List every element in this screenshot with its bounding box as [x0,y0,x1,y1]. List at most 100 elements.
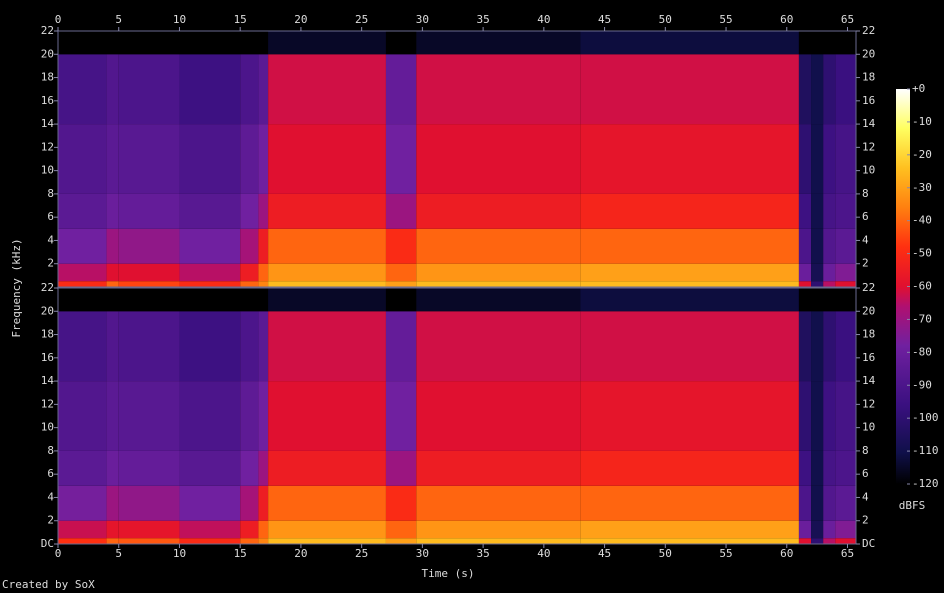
x-tick-label: 10 [173,547,186,560]
spectrogram-cell [240,31,259,55]
colorbar-tick-label: -50 [912,247,932,260]
spectrogram-cell [385,31,417,55]
spectrogram-cell [416,311,581,382]
spectrogram-cell [835,228,856,264]
spectrogram-cell [811,450,824,486]
spectrogram-cell [798,520,812,539]
spectrogram-cell [385,281,417,287]
y-tick-label: 14 [41,374,55,387]
spectrogram-cell [240,124,259,194]
colorbar-tick-label: -110 [912,444,939,457]
spectrogram-cell [835,31,856,55]
spectrogram-cell [416,381,581,451]
spectrogram-cell [240,311,259,382]
spectrogram-cell [798,54,812,125]
x-tick-label: 25 [355,547,368,560]
spectrogram-cell [811,381,824,451]
spectrogram-cell [268,538,386,544]
y-tick-label: 10 [862,164,875,177]
y-tick-label: 20 [862,304,875,317]
spectrogram-cell [268,228,386,264]
spectrogram-cell [268,54,386,125]
spectrogram-cell [580,311,799,382]
y-tick-label: 14 [862,374,876,387]
spectrogram-cell [823,281,836,287]
plot-frame [57,287,857,545]
spectrogram-cell [258,54,269,125]
spectrogram-cell [240,520,259,539]
spectrogram-cell [58,124,107,194]
spectrogram-cell [258,485,269,521]
y-tick-label: 12 [41,397,54,410]
spectrogram-cell [798,288,812,312]
spectrogram-cell [240,281,259,287]
spectrogram-cell [811,263,824,282]
y-tick-label: 6 [862,210,869,223]
spectrogram-cell [580,31,799,55]
spectrogram-cell [118,381,180,451]
spectrogram-cell [835,281,856,287]
y-tick-label: 8 [862,187,869,200]
spectrogram-cell [179,311,241,382]
spectrogram-cell [798,281,812,287]
x-tick-label: 30 [416,13,429,26]
y-tick-label: 16 [862,94,875,107]
y-tick-label: 12 [862,140,875,153]
spectrogram-cell [798,228,812,264]
spectrogram-cell [798,450,812,486]
colorbar-tick-label: +0 [912,82,925,95]
spectrogram-cell [106,520,119,539]
spectrogram-cell [798,263,812,282]
y-tick-label: 18 [862,71,875,84]
y-axis-label: Frequency (kHz) [10,238,23,337]
y-tick-label: 12 [41,140,54,153]
spectrogram-cell [106,54,119,125]
spectrogram-cell [835,485,856,521]
spectrogram-cell [118,281,180,287]
x-tick-label: 15 [234,13,247,26]
y-tick-label: 8 [47,187,54,200]
spectrogram-cell [268,124,386,194]
colorbar-tick-label: -90 [912,378,932,391]
spectrogram-cell [258,538,269,544]
x-tick-label: 55 [719,547,732,560]
x-tick-label: 5 [115,13,122,26]
spectrogram-cell [811,193,824,229]
y-tick-label: 20 [41,304,54,317]
x-tick-label: 60 [780,547,793,560]
spectrogram-cell [823,288,836,312]
spectrogram-cell [240,485,259,521]
spectrogram-cell [118,263,180,282]
spectrogram-cell [258,520,269,539]
x-tick-label: 5 [115,547,122,560]
spectrogram-cell [798,311,812,382]
spectrogram-cell [240,288,259,312]
y-tick-label: 8 [862,444,869,457]
spectrogram-cell [118,193,180,229]
spectrogram-cell [416,263,581,282]
spectrogram-cell [580,228,799,264]
spectrogram-cell [835,520,856,539]
spectrogram-cell [835,263,856,282]
spectrogram-cell [416,538,581,544]
spectrogram-cell [385,381,417,451]
spectrogram-cell [580,263,799,282]
colorbar-tick-label: -40 [912,214,932,227]
y-tick-label: 6 [47,467,54,480]
spectrogram-cell [835,124,856,194]
spectrogram-cell [385,450,417,486]
spectrogram-cell [811,124,824,194]
spectrogram-cell [798,193,812,229]
colorbar-tick-label: -120 [912,477,939,490]
colorbar-tick-label: -30 [912,181,932,194]
spectrogram-cell [58,263,107,282]
y-tick-label: 10 [862,421,875,434]
spectrogram-cell [416,228,581,264]
spectrogram-cell [179,31,241,55]
spectrogram-cell [268,485,386,521]
spectrogram-cell [811,288,824,312]
spectrogram-cell [811,31,824,55]
y-tick-label: 20 [41,47,54,60]
spectrogram-cell [823,450,836,486]
